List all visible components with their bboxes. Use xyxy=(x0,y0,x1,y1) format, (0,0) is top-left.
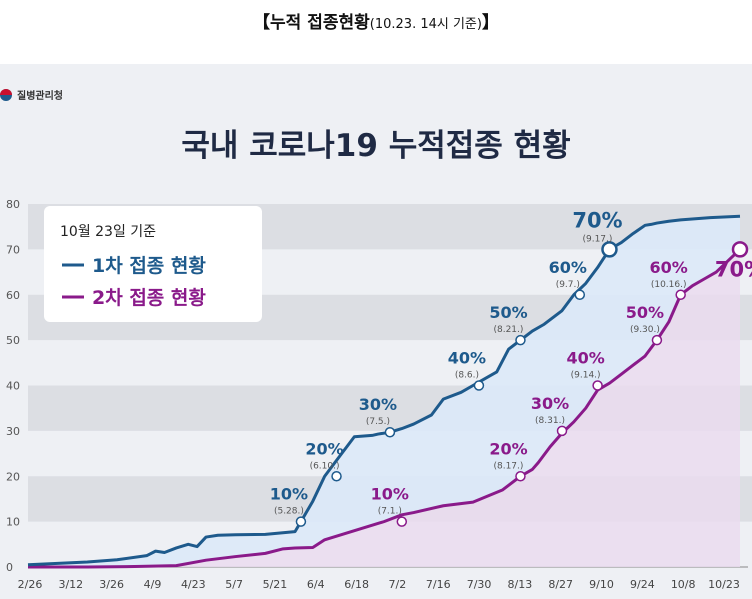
milestone-marker xyxy=(574,289,586,300)
milestone-marker xyxy=(731,241,749,258)
x-tick-label: 2/26 xyxy=(18,578,43,591)
milestone-date: (5.28.) xyxy=(274,507,304,517)
milestone-date: (8.17.) xyxy=(493,461,523,471)
x-tick-label: 7/16 xyxy=(426,578,451,591)
x-tick-label: 8/27 xyxy=(548,578,573,591)
header-title: 【누적 접종현황 xyxy=(253,13,370,33)
milestone-label: 60% xyxy=(549,258,587,277)
milestone-marker xyxy=(675,289,686,300)
page-header: 【누적 접종현황(10.23. 14시 기준)】 xyxy=(0,8,752,33)
y-tick-label: 30 xyxy=(6,425,20,438)
x-tick-label: 7/2 xyxy=(389,578,407,591)
infographic-panel: 질병관리청 국내 코로나19 누적접종 현황 0 10 20 30 40 50 60 70 80… xyxy=(0,64,752,599)
milestone-label: 40% xyxy=(448,349,486,368)
milestone-marker xyxy=(556,425,568,437)
milestone-marker xyxy=(592,380,603,391)
milestone-label: 10% xyxy=(270,485,308,504)
milestone-date: (8.31.) xyxy=(535,416,565,426)
milestone-date: (6.10.) xyxy=(310,461,340,471)
milestone-date: (10.16.) xyxy=(651,280,687,290)
chart-svg: 질병관리청 국내 코로나19 누적접종 현황 0 10 20 30 40 50 60 70 80… xyxy=(0,89,752,591)
milestone-date: (8.21.) xyxy=(493,325,523,335)
y-tick-label: 80 xyxy=(6,198,20,211)
x-tick-label: 3/26 xyxy=(99,578,124,591)
milestone-label: 40% xyxy=(566,349,604,368)
milestone-date: (7.5.) xyxy=(366,417,390,427)
y-tick-label: 60 xyxy=(6,289,20,302)
first-dose-area xyxy=(28,216,740,567)
milestone-label: 20% xyxy=(305,439,343,458)
milestone-label: 30% xyxy=(359,395,397,414)
legend-first-label: 1차 접종 현황 xyxy=(92,254,206,277)
milestone-label: 60% xyxy=(650,258,688,277)
x-tick-label: 10/23 xyxy=(708,578,740,591)
legend-box xyxy=(44,206,262,322)
y-tick-label: 10 xyxy=(6,516,20,529)
milestone-label: 70% xyxy=(572,208,622,232)
milestone-label: 30% xyxy=(531,394,569,413)
x-tick-label: 10/8 xyxy=(671,578,696,591)
milestone-date: (9.14.) xyxy=(571,371,601,381)
x-tick-label: 6/18 xyxy=(344,578,369,591)
milestone-marker xyxy=(651,334,663,346)
milestone-marker xyxy=(515,334,526,346)
milestone-marker xyxy=(601,241,618,258)
second-dose-line xyxy=(28,248,742,569)
x-tick-label: 4/9 xyxy=(144,578,162,591)
milestone-label: 50% xyxy=(626,303,664,322)
milestone-marker xyxy=(331,471,342,482)
legend-second-label: 2차 접종 현황 xyxy=(92,286,206,309)
milestone-date: (9.17.) xyxy=(582,234,612,244)
y-tick-label: 0 xyxy=(6,561,13,574)
header-close: 】 xyxy=(481,13,499,33)
milestone-marker xyxy=(515,471,526,482)
chart-title: 국내 코로나19 누적접종 현황 xyxy=(181,128,570,164)
milestone-date: (9.30.) xyxy=(630,325,660,335)
agency-logo: 질병관리청 xyxy=(0,89,63,102)
series-lines xyxy=(27,214,742,569)
x-tick-label: 8/13 xyxy=(508,578,533,591)
x-tick-label: 9/24 xyxy=(630,578,655,591)
milestone-annotations: 10% (5.28.) 20% (6.10.) 30% (7.5.) 40% (8.6.) 50… xyxy=(270,208,752,527)
y-tick-label: 20 xyxy=(6,470,20,483)
series-areas xyxy=(28,216,740,567)
second-dose-area xyxy=(28,249,740,567)
x-tick-label: 5/7 xyxy=(225,578,243,591)
milestone-label: 70% xyxy=(715,257,752,281)
legend: 10월 23일 기준 1차 접종 현황 2차 접종 현황 xyxy=(44,206,262,322)
y-tick-label: 50 xyxy=(6,334,20,347)
milestone-marker xyxy=(384,426,396,438)
milestone-marker xyxy=(295,516,307,527)
y-axis: 0 10 20 30 40 50 60 70 80 xyxy=(6,198,20,574)
x-tick-label: 6/4 xyxy=(307,578,325,591)
first-dose-line xyxy=(27,214,741,567)
milestone-label: 20% xyxy=(489,439,527,458)
header-subtitle: (10.23. 14시 기준) xyxy=(369,17,482,32)
y-tick-label: 70 xyxy=(6,243,20,256)
x-axis: 2/26 3/12 3/26 4/9 4/23 5/7 5/21 6/4 6/18 7/2 7/16… xyxy=(18,566,748,591)
milestone-label: 10% xyxy=(371,485,409,504)
x-tick-label: 3/12 xyxy=(58,578,83,591)
milestone-marker xyxy=(396,516,408,527)
milestone-label: 50% xyxy=(489,303,527,322)
milestone-date: (9.7.) xyxy=(556,280,580,290)
agency-logo-icon-accent xyxy=(0,89,12,95)
milestone-marker xyxy=(473,380,485,391)
x-tick-label: 7/30 xyxy=(467,578,492,591)
x-tick-label: 5/21 xyxy=(263,578,288,591)
y-tick-label: 40 xyxy=(6,380,20,393)
milestone-date: (8.6.) xyxy=(455,371,479,381)
legend-date: 10월 23일 기준 xyxy=(60,224,156,240)
milestone-date: (7.1.) xyxy=(378,507,402,517)
x-tick-label: 4/23 xyxy=(181,578,206,591)
x-tick-label: 9/10 xyxy=(589,578,614,591)
agency-logo-text: 질병관리청 xyxy=(17,89,63,102)
